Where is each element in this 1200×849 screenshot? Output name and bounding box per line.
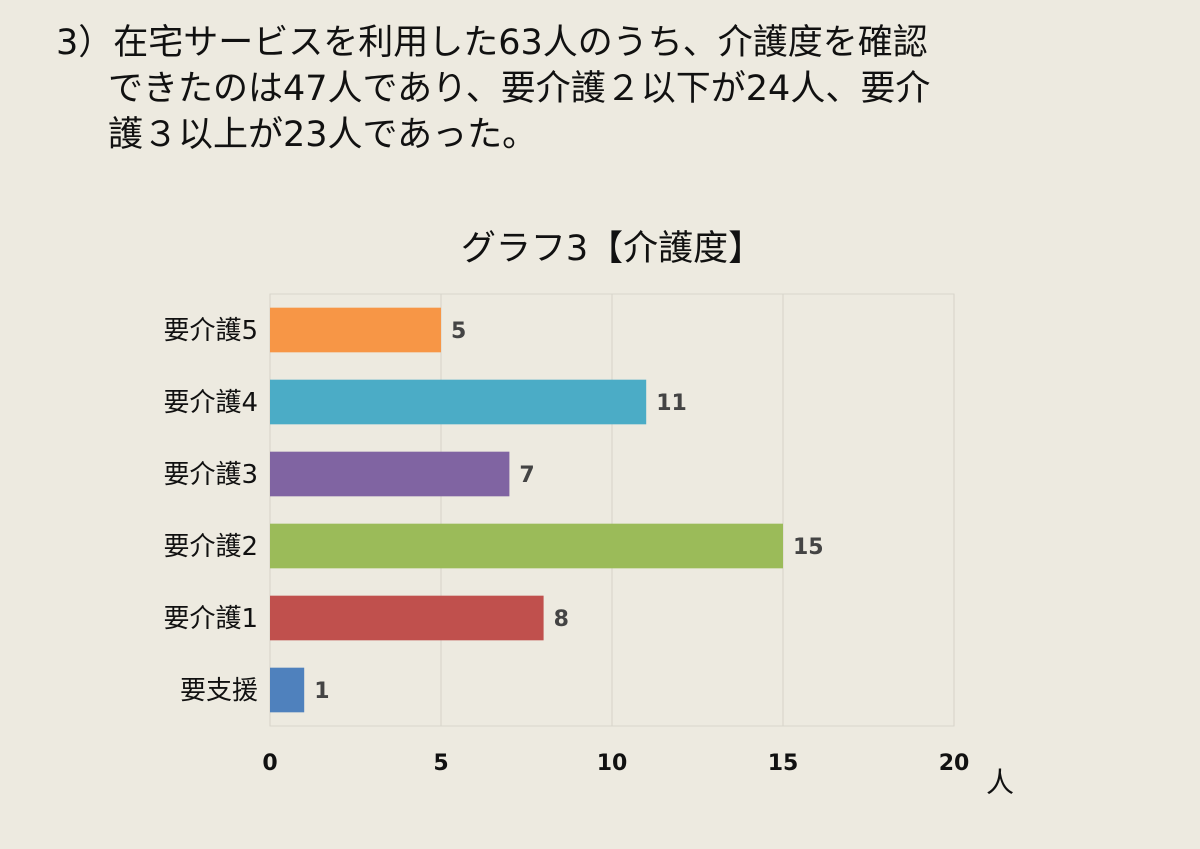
category-label: 要介護5 <box>163 316 258 346</box>
category-label: 要介護4 <box>163 388 258 418</box>
data-label: 15 <box>793 535 824 560</box>
bar <box>270 523 783 569</box>
data-label: 11 <box>656 391 687 416</box>
heading-line-3: 護３以上が23人であった。 <box>108 115 538 155</box>
x-tick-label: 0 <box>262 751 277 776</box>
data-label: 7 <box>519 463 534 488</box>
x-tick-label: 15 <box>768 751 799 776</box>
category-label: 要介護3 <box>163 460 258 490</box>
heading-text: 3）在宅サービスを利用した63人のうち、介護度を確認 できたのは47人であり、要… <box>56 20 1156 158</box>
x-tick-label: 10 <box>597 751 628 776</box>
x-unit-label: 人 <box>986 766 1014 799</box>
chart-title: グラフ3【介護度】 <box>460 229 764 269</box>
bar <box>270 307 441 353</box>
plot-area: 0 5 10 15 20 人 5 要介護5 11 要介護4 7 要介護3 15 要介護2 8 要介護1 1 要支援 <box>163 293 1014 799</box>
category-label: 要介護2 <box>163 532 258 562</box>
category-label: 要支援 <box>180 676 258 706</box>
bar <box>270 379 647 425</box>
heading-line-2: できたのは47人であり、要介護２以下が24人、要介 <box>108 69 931 109</box>
x-tick-label: 5 <box>433 751 448 776</box>
category-label: 要介護1 <box>163 604 258 634</box>
bar <box>270 451 510 497</box>
x-tick-label: 20 <box>939 751 970 776</box>
bar <box>270 667 305 713</box>
data-label: 5 <box>451 319 466 344</box>
heading-line-1: 3）在宅サービスを利用した63人のうち、介護度を確認 <box>56 23 928 63</box>
bar <box>270 595 544 641</box>
data-label: 1 <box>314 679 329 704</box>
data-label: 8 <box>554 607 569 632</box>
